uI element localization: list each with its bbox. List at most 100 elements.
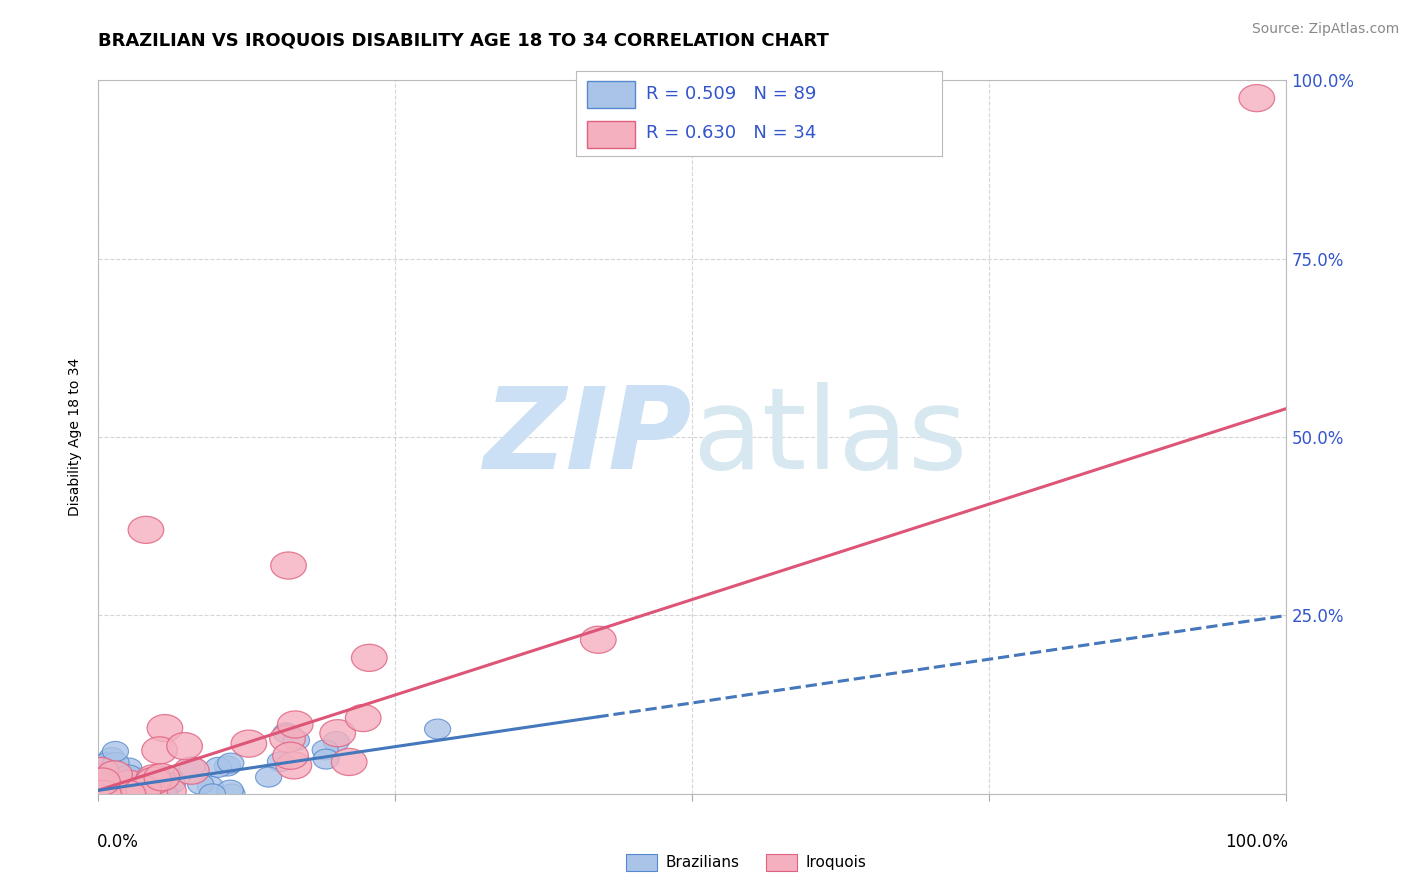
Text: R = 0.630   N = 34: R = 0.630 N = 34 [645, 124, 817, 142]
Ellipse shape [110, 780, 146, 807]
Ellipse shape [136, 764, 172, 792]
Ellipse shape [94, 778, 120, 798]
Ellipse shape [136, 767, 172, 795]
Ellipse shape [93, 783, 120, 803]
Ellipse shape [86, 781, 111, 801]
Ellipse shape [270, 725, 305, 752]
Ellipse shape [86, 784, 111, 804]
Ellipse shape [152, 784, 177, 804]
Ellipse shape [425, 719, 451, 739]
Ellipse shape [91, 784, 118, 804]
Y-axis label: Disability Age 18 to 34: Disability Age 18 to 34 [69, 358, 83, 516]
Ellipse shape [115, 758, 142, 778]
Ellipse shape [150, 784, 176, 804]
Ellipse shape [91, 784, 117, 804]
Ellipse shape [108, 784, 134, 804]
Ellipse shape [105, 783, 132, 804]
Ellipse shape [134, 777, 160, 797]
Ellipse shape [167, 732, 202, 760]
Ellipse shape [179, 757, 205, 777]
Ellipse shape [94, 753, 120, 772]
Ellipse shape [86, 772, 112, 792]
Ellipse shape [86, 784, 112, 804]
Ellipse shape [173, 757, 209, 784]
Ellipse shape [271, 552, 307, 579]
Ellipse shape [1239, 85, 1275, 112]
Ellipse shape [128, 784, 155, 804]
Ellipse shape [323, 731, 349, 751]
Ellipse shape [86, 784, 111, 804]
Bar [588, 120, 636, 147]
Ellipse shape [125, 776, 162, 803]
Ellipse shape [105, 784, 132, 804]
Ellipse shape [136, 770, 163, 789]
Ellipse shape [205, 757, 232, 777]
Ellipse shape [87, 764, 112, 784]
Ellipse shape [314, 749, 339, 769]
Text: R = 0.509   N = 89: R = 0.509 N = 89 [645, 86, 817, 103]
Ellipse shape [86, 780, 121, 807]
Ellipse shape [82, 780, 117, 807]
Ellipse shape [319, 720, 356, 747]
Ellipse shape [217, 780, 243, 800]
Ellipse shape [104, 784, 131, 804]
Ellipse shape [131, 784, 156, 804]
Ellipse shape [581, 626, 616, 653]
Ellipse shape [96, 784, 122, 804]
Ellipse shape [155, 777, 180, 797]
Ellipse shape [84, 780, 121, 807]
Text: atlas: atlas [693, 382, 967, 492]
Ellipse shape [159, 773, 186, 793]
Ellipse shape [267, 752, 294, 772]
Ellipse shape [87, 780, 122, 807]
Text: BRAZILIAN VS IROQUOIS DISABILITY AGE 18 TO 34 CORRELATION CHART: BRAZILIAN VS IROQUOIS DISABILITY AGE 18 … [98, 31, 830, 49]
Ellipse shape [89, 780, 114, 800]
Ellipse shape [91, 769, 117, 789]
Ellipse shape [132, 780, 167, 807]
Ellipse shape [105, 784, 131, 804]
Ellipse shape [82, 772, 117, 799]
Ellipse shape [118, 778, 145, 798]
Ellipse shape [83, 757, 118, 784]
Ellipse shape [276, 752, 312, 779]
Ellipse shape [128, 516, 163, 543]
Ellipse shape [86, 781, 112, 802]
Ellipse shape [142, 737, 177, 764]
Ellipse shape [103, 741, 128, 762]
Ellipse shape [273, 723, 299, 743]
Ellipse shape [277, 711, 314, 738]
Ellipse shape [89, 784, 115, 804]
Text: ZIP: ZIP [484, 382, 693, 492]
Ellipse shape [115, 767, 142, 787]
Bar [588, 80, 636, 108]
Ellipse shape [86, 784, 112, 804]
Ellipse shape [111, 777, 136, 797]
Ellipse shape [115, 765, 142, 785]
Ellipse shape [84, 768, 121, 795]
Ellipse shape [89, 777, 115, 797]
Ellipse shape [112, 784, 139, 804]
Ellipse shape [122, 767, 149, 787]
Ellipse shape [105, 780, 132, 801]
Text: Brazilians: Brazilians [665, 855, 740, 870]
Ellipse shape [86, 756, 111, 775]
Ellipse shape [284, 731, 309, 750]
Ellipse shape [273, 742, 308, 769]
Ellipse shape [90, 781, 115, 801]
Ellipse shape [125, 784, 152, 804]
Ellipse shape [86, 784, 112, 804]
Text: 0.0%: 0.0% [97, 833, 139, 851]
Ellipse shape [105, 775, 132, 795]
Ellipse shape [103, 753, 129, 772]
Ellipse shape [346, 705, 381, 731]
Ellipse shape [86, 779, 111, 798]
Text: Source: ZipAtlas.com: Source: ZipAtlas.com [1251, 22, 1399, 37]
Ellipse shape [110, 784, 136, 804]
Ellipse shape [200, 784, 225, 804]
Ellipse shape [105, 784, 132, 804]
Ellipse shape [312, 740, 339, 760]
Ellipse shape [148, 714, 183, 741]
Ellipse shape [197, 776, 224, 797]
Text: Iroquois: Iroquois [806, 855, 866, 870]
Ellipse shape [143, 784, 169, 804]
